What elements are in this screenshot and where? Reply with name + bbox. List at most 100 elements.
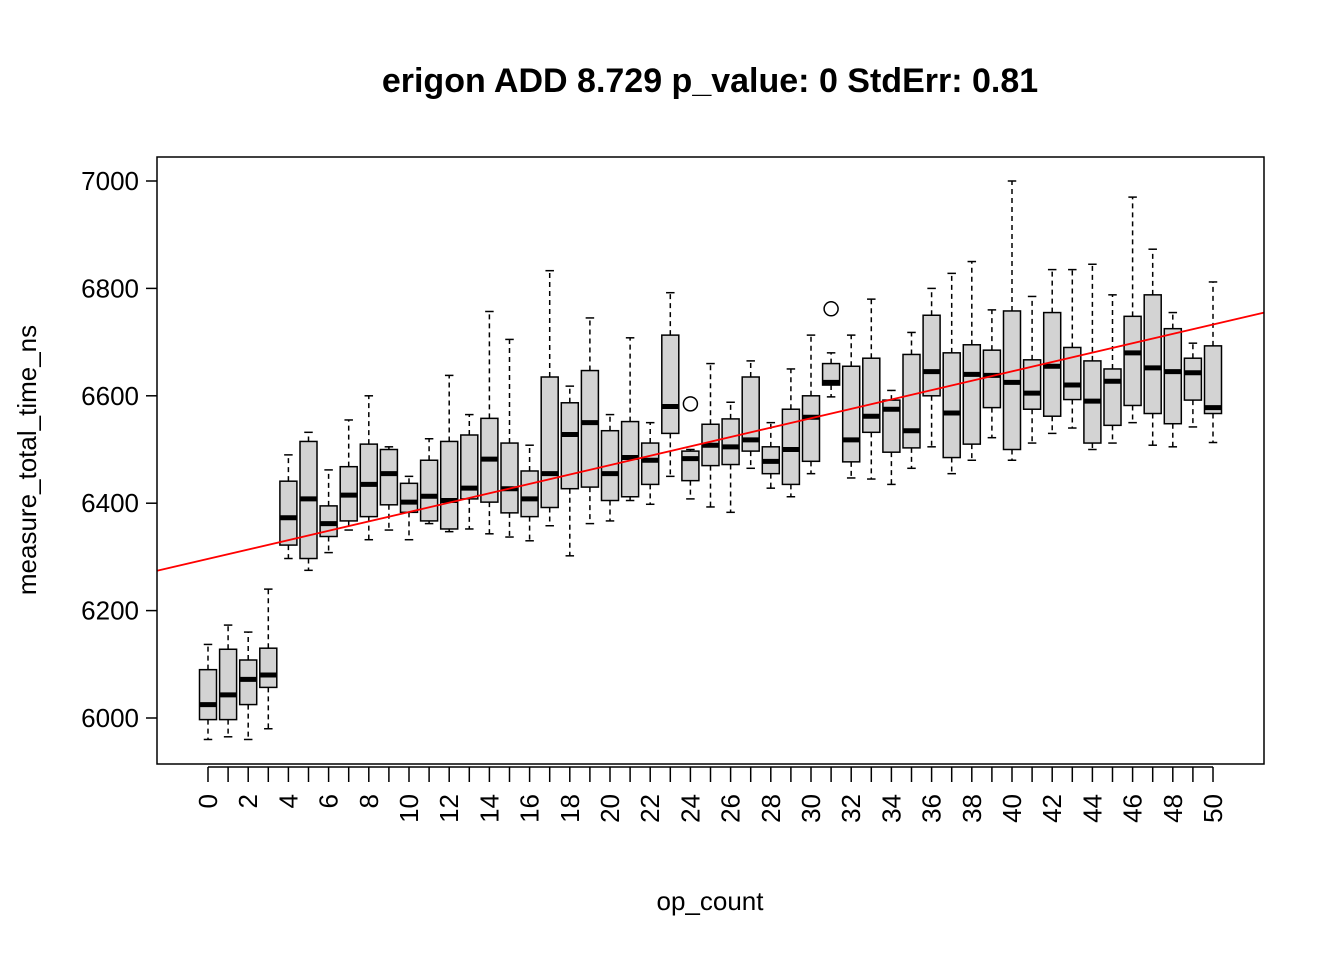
- box-26: [721, 401, 740, 514]
- box-body: [238, 659, 258, 706]
- box-34: [882, 389, 901, 486]
- box-10: [399, 475, 419, 541]
- x-axis: 0 2 4 6 8 10 12 14 16 18 20 22 24 26 28 30 32 34 36 38 40 42 4…: [193, 766, 1228, 823]
- y-tick-label: 6600: [81, 381, 139, 411]
- box-4: [279, 454, 298, 560]
- box-49: [1183, 342, 1203, 428]
- box-33: [862, 298, 881, 480]
- x-tick-label: 48: [1158, 794, 1188, 823]
- x-tick-label: 26: [716, 794, 746, 823]
- y-tick-label: 6400: [81, 488, 139, 518]
- box-3: [259, 588, 278, 730]
- box-27: [741, 360, 760, 470]
- box-body: [218, 648, 238, 721]
- x-tick-label: 10: [394, 794, 424, 823]
- box-body: [1203, 345, 1223, 415]
- box-12: [439, 374, 459, 533]
- box-16: [520, 444, 539, 542]
- box-body: [661, 334, 680, 435]
- box-body: [721, 418, 740, 466]
- box-body: [500, 442, 519, 514]
- y-tick-label: 6000: [81, 703, 139, 733]
- box-40: [1002, 180, 1022, 461]
- box-body: [821, 362, 841, 386]
- box-43: [1063, 268, 1082, 429]
- x-tick-label: 42: [1037, 794, 1067, 823]
- x-tick-label: 18: [555, 794, 585, 823]
- box-36: [922, 287, 941, 448]
- x-tick-label: 2: [233, 794, 263, 808]
- box-19: [580, 317, 600, 525]
- box-body: [841, 365, 861, 463]
- outlier-point: [682, 396, 699, 412]
- box-body: [1022, 359, 1042, 410]
- box-body: [1163, 327, 1183, 425]
- box-0: [198, 643, 218, 741]
- box-28: [761, 421, 781, 489]
- box-22: [640, 421, 660, 506]
- box-50: [1203, 281, 1223, 444]
- x-tick-label: 50: [1198, 794, 1228, 823]
- box-body: [1183, 357, 1203, 401]
- box-body: [902, 353, 921, 449]
- box-body: [419, 459, 439, 522]
- x-tick-label: 8: [354, 794, 384, 808]
- box-body: [439, 440, 459, 530]
- box-46: [1123, 196, 1142, 424]
- x-tick-label: 4: [273, 794, 303, 808]
- x-tick-label: 30: [796, 794, 826, 823]
- box-body: [198, 668, 218, 721]
- box-body: [359, 443, 379, 518]
- plot-area: [156, 180, 1265, 741]
- x-tick-label: 0: [193, 794, 223, 808]
- box-body: [460, 434, 479, 500]
- regression-line: [156, 311, 1265, 572]
- box-41: [1022, 295, 1042, 444]
- box-44: [1083, 263, 1102, 451]
- box-32: [841, 334, 861, 479]
- x-tick-label: 32: [836, 794, 866, 823]
- box-25: [701, 362, 720, 508]
- plot-frame: [156, 156, 1265, 765]
- box-2: [238, 631, 258, 741]
- box-body: [801, 395, 821, 463]
- box-body: [982, 349, 1002, 409]
- box-1: [218, 624, 238, 738]
- box-body: [279, 480, 298, 546]
- y-axis: 6000 6200 6400 6600 6800 7000: [81, 166, 157, 733]
- box-37: [942, 272, 961, 475]
- box-body: [1123, 315, 1142, 407]
- x-tick-label: 12: [434, 794, 464, 823]
- box-7: [339, 419, 358, 531]
- x-tick-label: 36: [917, 794, 947, 823]
- box-47: [1143, 248, 1162, 446]
- box-body: [962, 344, 982, 445]
- x-tick-label: 16: [515, 794, 545, 823]
- box-body: [942, 352, 961, 459]
- box-body: [681, 450, 700, 482]
- box-body: [399, 482, 419, 514]
- box-13: [460, 413, 479, 530]
- box-body: [1103, 368, 1122, 427]
- x-tick-label: 24: [675, 794, 705, 823]
- box-15: [500, 338, 519, 538]
- box-29: [781, 368, 801, 498]
- x-tick-label: 44: [1077, 794, 1107, 823]
- box-body: [781, 408, 801, 486]
- x-tick-label: 40: [997, 794, 1027, 823]
- box-body: [379, 448, 399, 506]
- box-9: [379, 446, 399, 531]
- x-tick-label: 28: [756, 794, 786, 823]
- x-tick-label: 6: [314, 794, 344, 808]
- x-tick-label: 14: [474, 794, 504, 823]
- box-body: [922, 314, 941, 397]
- box-21: [620, 337, 640, 502]
- box-body: [862, 357, 881, 434]
- y-tick-label: 6800: [81, 273, 139, 303]
- box-31: [821, 301, 841, 398]
- box-30: [801, 334, 821, 475]
- box-24: [681, 396, 700, 500]
- box-38: [962, 260, 982, 461]
- x-tick-label: 46: [1118, 794, 1148, 823]
